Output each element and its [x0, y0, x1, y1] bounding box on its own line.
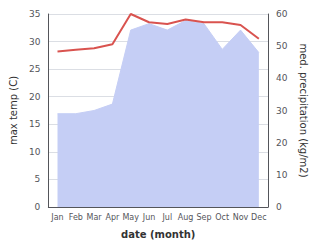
svg-text:30: 30 [29, 37, 41, 47]
svg-text:max temp (C): max temp (C) [8, 76, 19, 145]
svg-text:Jan: Jan [50, 213, 63, 222]
svg-text:Oct: Oct [215, 213, 229, 222]
svg-text:Nov: Nov [233, 213, 249, 222]
svg-text:60: 60 [276, 9, 288, 19]
svg-text:Mar: Mar [87, 213, 103, 222]
svg-text:Jun: Jun [142, 213, 156, 222]
svg-text:30: 30 [276, 106, 288, 116]
svg-text:May: May [122, 213, 139, 222]
svg-text:0: 0 [35, 202, 41, 212]
svg-text:Sep: Sep [196, 213, 211, 222]
svg-text:15: 15 [29, 119, 40, 129]
svg-text:Jul: Jul [161, 213, 172, 222]
svg-text:20: 20 [276, 138, 288, 148]
svg-text:50: 50 [276, 41, 288, 51]
svg-text:5: 5 [35, 174, 41, 184]
svg-text:40: 40 [276, 73, 288, 83]
svg-text:med. precipitation (kg/m2): med. precipitation (kg/m2) [298, 43, 309, 177]
svg-text:10: 10 [29, 147, 41, 157]
svg-text:25: 25 [29, 64, 40, 74]
svg-text:Aug: Aug [178, 213, 194, 222]
svg-text:date (month): date (month) [121, 229, 195, 240]
svg-text:Apr: Apr [105, 213, 120, 222]
svg-text:Dec: Dec [251, 213, 266, 222]
svg-text:10: 10 [276, 170, 288, 180]
svg-text:20: 20 [29, 92, 41, 102]
svg-text:0: 0 [276, 202, 282, 212]
svg-text:35: 35 [29, 9, 40, 19]
svg-text:Feb: Feb [69, 213, 83, 222]
